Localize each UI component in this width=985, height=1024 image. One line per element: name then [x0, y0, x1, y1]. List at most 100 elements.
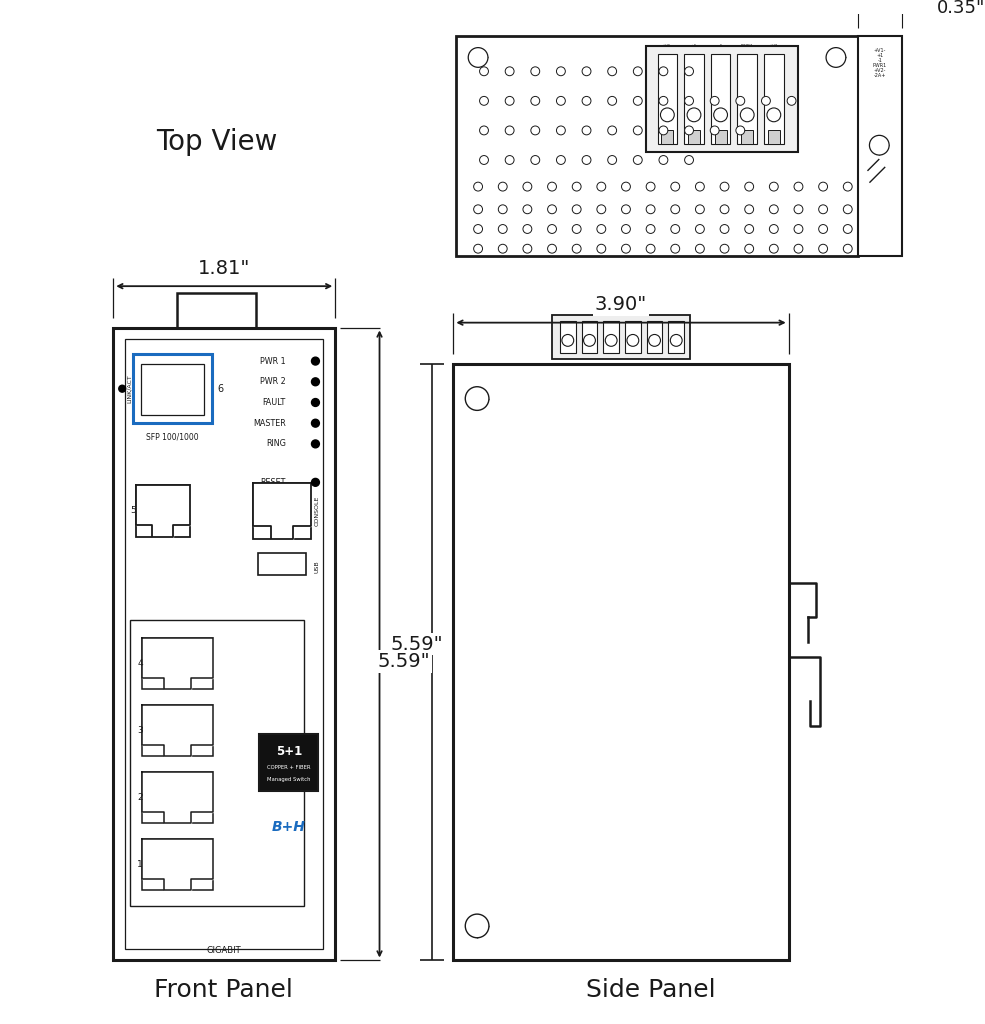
Bar: [133, 354, 212, 423]
Text: B+H: B+H: [272, 820, 305, 835]
Bar: [647, 321, 663, 353]
Circle shape: [572, 245, 581, 253]
Circle shape: [685, 126, 693, 135]
Bar: [689, 130, 700, 144]
Circle shape: [794, 224, 803, 233]
Bar: [685, 53, 704, 144]
Circle shape: [505, 67, 514, 76]
Bar: [142, 840, 213, 891]
Circle shape: [311, 478, 319, 486]
Circle shape: [548, 224, 557, 233]
Polygon shape: [142, 772, 213, 823]
Circle shape: [498, 182, 507, 191]
Circle shape: [843, 182, 852, 191]
Circle shape: [468, 48, 488, 68]
Circle shape: [819, 245, 827, 253]
Circle shape: [498, 205, 507, 214]
Circle shape: [597, 245, 606, 253]
Circle shape: [572, 224, 581, 233]
Bar: [669, 321, 685, 353]
Circle shape: [720, 224, 729, 233]
Circle shape: [531, 156, 540, 165]
Circle shape: [769, 205, 778, 214]
Circle shape: [480, 67, 489, 76]
Bar: [738, 53, 757, 144]
Circle shape: [745, 205, 754, 214]
Circle shape: [646, 182, 655, 191]
Text: 2: 2: [137, 794, 143, 802]
Circle shape: [659, 96, 668, 105]
Bar: [715, 130, 727, 144]
Circle shape: [646, 205, 655, 214]
Circle shape: [710, 126, 719, 135]
Circle shape: [685, 156, 693, 165]
Bar: [130, 621, 303, 906]
Circle shape: [720, 182, 729, 191]
Circle shape: [465, 387, 489, 411]
Circle shape: [626, 335, 639, 346]
Circle shape: [819, 182, 827, 191]
Circle shape: [843, 245, 852, 253]
Circle shape: [505, 96, 514, 105]
Bar: [136, 485, 190, 537]
Circle shape: [736, 96, 745, 105]
Circle shape: [649, 335, 661, 346]
Circle shape: [659, 126, 668, 135]
Bar: [764, 53, 784, 144]
Circle shape: [745, 245, 754, 253]
Circle shape: [531, 126, 540, 135]
Circle shape: [548, 245, 557, 253]
Bar: [453, 365, 789, 961]
Circle shape: [794, 245, 803, 253]
Circle shape: [671, 245, 680, 253]
Text: RESET: RESET: [260, 478, 286, 486]
Circle shape: [498, 245, 507, 253]
Circle shape: [311, 378, 319, 386]
Bar: [624, 321, 641, 353]
Circle shape: [480, 96, 489, 105]
Text: GIGABIT: GIGABIT: [207, 946, 241, 955]
Circle shape: [474, 205, 483, 214]
Circle shape: [671, 335, 683, 346]
Circle shape: [671, 182, 680, 191]
Circle shape: [819, 205, 827, 214]
Circle shape: [736, 126, 745, 135]
Circle shape: [646, 224, 655, 233]
Text: 5.59": 5.59": [378, 652, 430, 672]
Circle shape: [474, 224, 483, 233]
Polygon shape: [253, 483, 310, 539]
Circle shape: [633, 156, 642, 165]
Text: 5+1: 5+1: [276, 744, 302, 758]
Text: +V2-: +V2-: [768, 44, 779, 48]
Circle shape: [523, 224, 532, 233]
Circle shape: [695, 182, 704, 191]
Circle shape: [572, 205, 581, 214]
Circle shape: [480, 126, 489, 135]
Text: PWR1: PWR1: [741, 44, 754, 48]
Circle shape: [523, 182, 532, 191]
Circle shape: [843, 224, 852, 233]
Text: SFP 100/1000: SFP 100/1000: [146, 432, 199, 441]
Bar: [658, 53, 678, 144]
Text: RING: RING: [266, 439, 286, 449]
Circle shape: [605, 335, 617, 346]
Text: 5.59": 5.59": [391, 635, 443, 653]
Circle shape: [465, 914, 489, 938]
Text: 3: 3: [137, 726, 143, 735]
Circle shape: [710, 96, 719, 105]
Circle shape: [608, 156, 617, 165]
Bar: [858, 36, 902, 256]
Circle shape: [761, 96, 770, 105]
Circle shape: [714, 108, 728, 122]
Bar: [662, 130, 674, 144]
Bar: [258, 553, 305, 575]
Circle shape: [769, 224, 778, 233]
Circle shape: [597, 182, 606, 191]
Circle shape: [685, 67, 693, 76]
Circle shape: [695, 224, 704, 233]
Text: +V1-: +V1-: [662, 44, 673, 48]
Circle shape: [767, 108, 781, 122]
Text: 1: 1: [137, 860, 143, 869]
Circle shape: [572, 182, 581, 191]
Circle shape: [695, 245, 704, 253]
